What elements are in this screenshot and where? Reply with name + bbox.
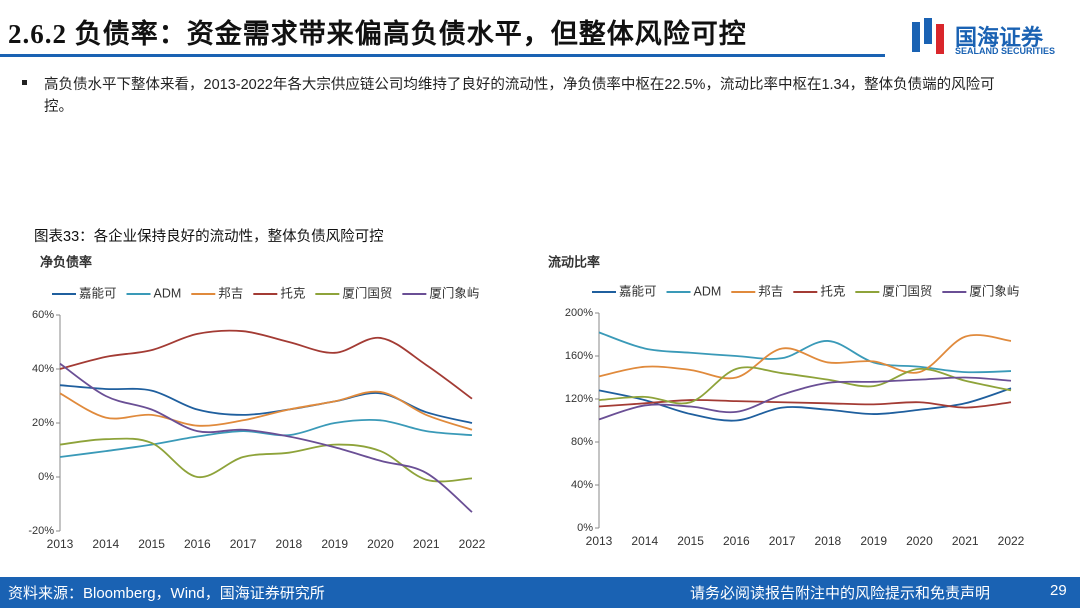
- x-tick-label: 2013: [47, 537, 74, 551]
- x-tick-label: 2022: [459, 537, 486, 551]
- y-tick-label: -20%: [28, 525, 54, 537]
- legend-label: 邦吉: [758, 284, 783, 298]
- x-tick-label: 2021: [952, 534, 979, 548]
- legend-label: 厦门象屿: [969, 283, 1019, 298]
- bullet-text: 高负债水平下整体来看，2013-2022年各大宗供应链公司均维持了良好的流动性，…: [44, 77, 995, 115]
- x-tick-label: 2019: [860, 534, 887, 548]
- series-line: [59, 362, 473, 513]
- series-line: [59, 418, 473, 458]
- legend-label: 托克: [820, 284, 845, 298]
- series-line: [598, 334, 1012, 380]
- legend-label: 厦门象屿: [429, 285, 479, 300]
- legend-label: ADM: [154, 286, 182, 300]
- legend-label: 厦门国贸: [882, 283, 932, 298]
- legend-label: 厦门国贸: [342, 285, 392, 300]
- y-tick-label: 0%: [38, 471, 54, 483]
- x-tick-label: 2018: [276, 537, 303, 551]
- chart-title: 流动比率: [548, 254, 600, 269]
- legend-label: 托克: [280, 286, 305, 300]
- x-tick-label: 2014: [631, 534, 658, 548]
- y-tick-label: 160%: [565, 350, 593, 362]
- title-rule: [0, 54, 885, 57]
- x-tick-label: 2015: [677, 534, 704, 548]
- legend-label: 嘉能可: [79, 286, 117, 300]
- logo-icon: [912, 18, 944, 54]
- footer-bar: [0, 577, 1080, 608]
- x-tick-label: 2017: [230, 537, 257, 551]
- x-tick-label: 2015: [138, 537, 165, 551]
- chart-title: 净负债率: [40, 254, 92, 269]
- figure-caption: 图表33：各企业保持良好的流动性，整体负债风险可控: [34, 229, 384, 245]
- y-tick-label: 60%: [32, 309, 54, 321]
- logo-subtext: SEALAND SECURITIES: [955, 46, 1056, 56]
- x-tick-label: 2021: [413, 537, 440, 551]
- series-line: [598, 366, 1012, 405]
- x-tick-label: 2016: [723, 534, 750, 548]
- legend-label: 嘉能可: [619, 284, 657, 298]
- y-tick-label: 20%: [32, 417, 54, 429]
- legend-label: 邦吉: [218, 286, 243, 300]
- series-line: [59, 437, 473, 483]
- charts: 净负债率 -20% 0% 20% 40% 60% 2013 2014 2015 2016 2017 2…: [28, 254, 1025, 551]
- footer-disclaimer: 请务必阅读报告附注中的风险提示和免责声明: [690, 585, 991, 602]
- y-tick-label: 200%: [565, 307, 593, 319]
- series-line: [59, 329, 473, 400]
- y-tick-label: 0%: [577, 522, 593, 534]
- y-tick-label: 80%: [571, 436, 593, 448]
- series-line: [598, 387, 1012, 422]
- series-line: [598, 376, 1012, 421]
- footer-source: 资料来源：Bloomberg，Wind，国海证券研究所: [8, 585, 325, 602]
- legend-label: ADM: [694, 284, 722, 298]
- series-line: [598, 331, 1012, 374]
- slide-title: 2.6.2 负债率：资金需求带来偏高负债水平，但整体风险可控: [8, 19, 747, 49]
- x-tick-label: 2017: [769, 534, 796, 548]
- series-line: [59, 390, 473, 431]
- x-tick-label: 2019: [321, 537, 348, 551]
- x-tick-label: 2022: [998, 534, 1025, 548]
- y-tick-label: 40%: [571, 479, 593, 491]
- y-tick-label: 120%: [565, 393, 593, 405]
- page-number: 29: [1050, 582, 1067, 599]
- x-tick-label: 2013: [586, 534, 613, 548]
- x-tick-label: 2014: [92, 537, 119, 551]
- bullet-dot: [22, 80, 27, 85]
- logo-text: 国海证券: [955, 25, 1044, 50]
- x-tick-label: 2020: [367, 537, 394, 551]
- x-tick-label: 2020: [906, 534, 933, 548]
- y-tick-label: 40%: [32, 363, 54, 375]
- x-tick-label: 2018: [815, 534, 842, 548]
- x-tick-label: 2016: [184, 537, 211, 551]
